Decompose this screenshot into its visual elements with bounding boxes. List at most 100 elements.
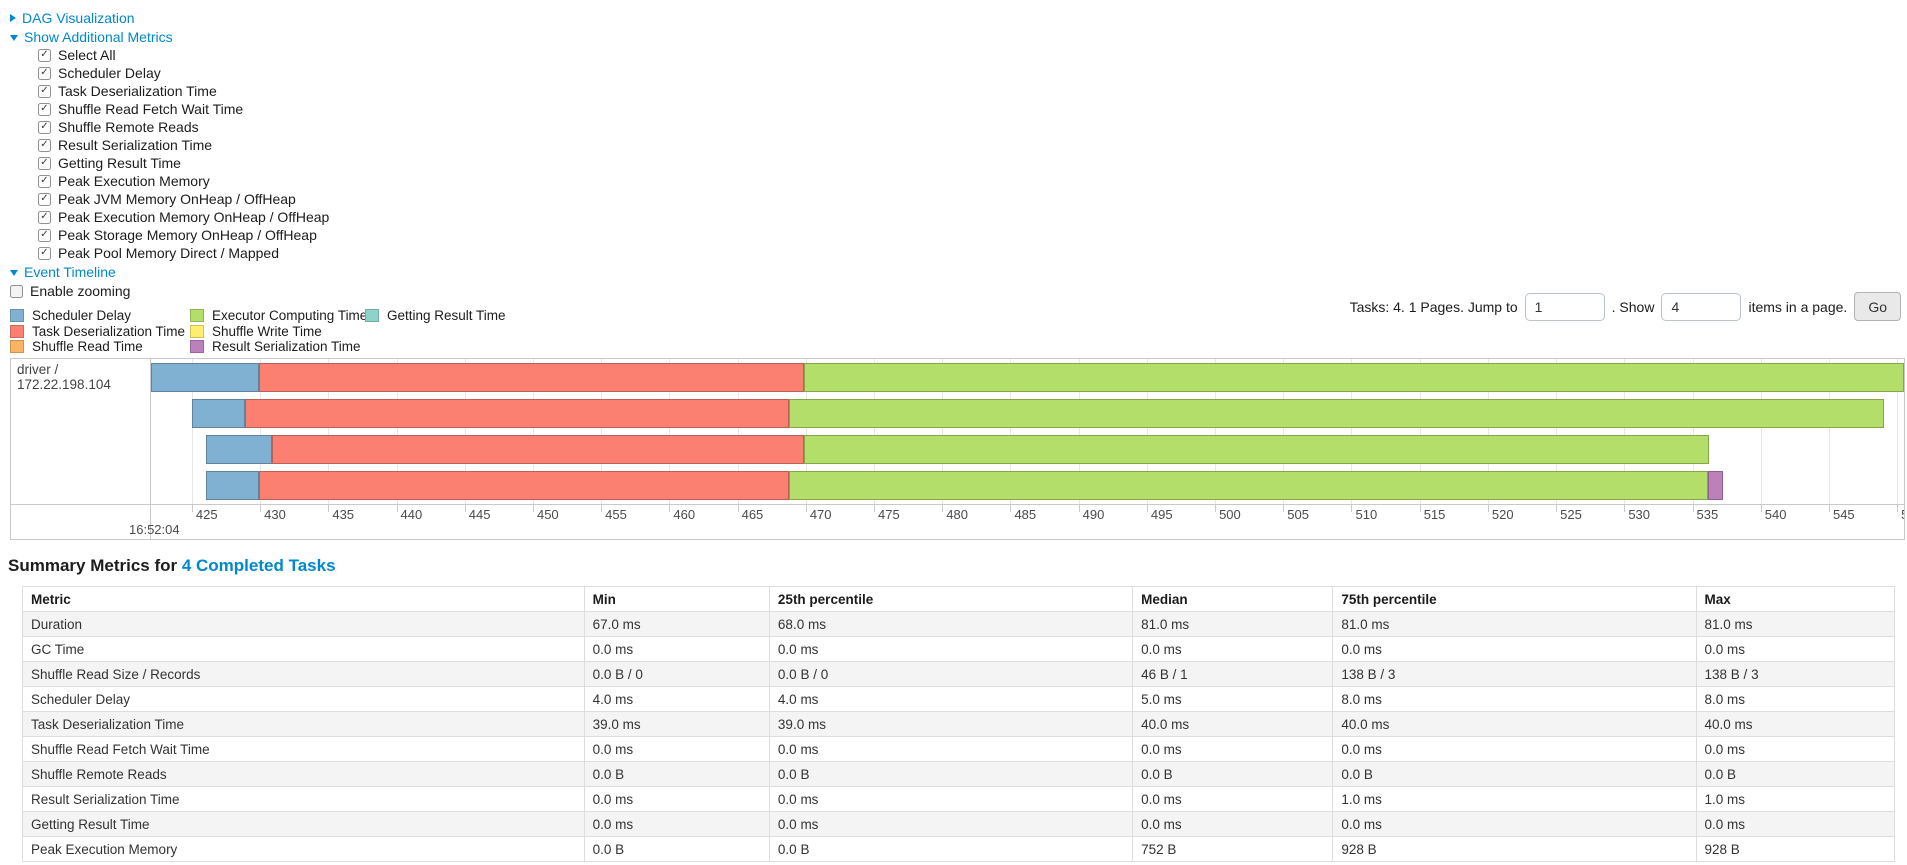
table-cell: 81.0 ms xyxy=(1132,611,1334,637)
table-cell: 0.0 ms xyxy=(1695,811,1896,837)
table-cell: Task Deserialization Time xyxy=(22,711,585,737)
metric-option-0[interactable]: ✓ Select All xyxy=(38,46,1897,64)
pagination-show-text: . Show xyxy=(1611,298,1655,315)
table-cell: Shuffle Read Size / Records xyxy=(22,661,585,687)
axis-tick-mark xyxy=(1419,505,1421,512)
axis-tick-label: 455 xyxy=(605,507,627,522)
table-cell: 40.0 ms xyxy=(1695,711,1896,737)
metric-checkbox[interactable]: ✓ xyxy=(38,192,51,206)
axis-tick-mark xyxy=(191,505,193,512)
axis-tick-label: 505 xyxy=(1287,507,1309,522)
metric-checkbox[interactable]: ✓ xyxy=(38,210,51,224)
show-additional-metrics-toggle[interactable]: Show Additional Metrics xyxy=(10,27,1897,46)
axis-tick-label: 480 xyxy=(946,507,968,522)
legend-label: Executor Computing Time xyxy=(212,308,368,324)
table-header-cell: Max xyxy=(1695,586,1896,612)
table-cell: 0.0 ms xyxy=(768,736,1134,762)
metric-option-5[interactable]: ✓ Result Serialization Time xyxy=(38,136,1897,154)
event-timeline-toggle[interactable]: Event Timeline xyxy=(10,262,1897,281)
dag-visualization-toggle[interactable]: DAG Visualization xyxy=(10,8,1897,27)
metric-option-7[interactable]: ✓ Peak Execution Memory xyxy=(38,172,1897,190)
legend-column: Executor Computing Time Shuffle Write Tim… xyxy=(190,308,367,355)
gridline xyxy=(260,359,262,504)
pagination-suffix-text: items in a page. xyxy=(1748,298,1848,315)
bar-segment-computing[interactable] xyxy=(789,471,1708,500)
legend-item-scheduler_delay: Scheduler Delay xyxy=(10,308,185,324)
table-cell: 0.0 ms xyxy=(768,786,1134,812)
gridline xyxy=(1828,359,1830,504)
metric-checkbox[interactable]: ✓ xyxy=(38,156,51,170)
metric-option-2[interactable]: ✓ Task Deserialization Time xyxy=(38,82,1897,100)
metric-checkbox[interactable]: ✓ xyxy=(38,138,51,152)
axis-tick-mark xyxy=(601,505,603,512)
bar-segment-scheduler_delay[interactable] xyxy=(151,363,259,392)
gridline xyxy=(1283,359,1285,504)
metric-checkbox[interactable]: ✓ xyxy=(38,228,51,242)
table-row: Result Serialization Time 0.0 ms 0.0 ms 0.0… xyxy=(22,786,1896,812)
bar-segment-scheduler_delay[interactable] xyxy=(205,435,273,464)
table-cell: 0.0 ms xyxy=(1695,736,1896,762)
axis-tick-label: 465 xyxy=(741,507,764,522)
axis-tick-mark xyxy=(396,505,398,512)
table-cell: 0.0 B xyxy=(1695,761,1896,787)
table-cell: 0.0 B / 0 xyxy=(768,661,1134,687)
metric-option-9[interactable]: ✓ Peak Execution Memory OnHeap / OffHeap xyxy=(38,208,1897,226)
gridline xyxy=(1078,359,1080,504)
items-per-page-input[interactable] xyxy=(1661,292,1742,321)
metric-option-10[interactable]: ✓ Peak Storage Memory OnHeap / OffHeap xyxy=(38,226,1897,244)
show-additional-metrics-label[interactable]: Show Additional Metrics xyxy=(24,28,173,45)
completed-tasks-link[interactable]: 4 Completed Tasks xyxy=(181,556,336,575)
table-cell: 0.0 ms xyxy=(1132,736,1334,762)
pagination-summary-text: Tasks: 4. 1 Pages. Jump to xyxy=(1349,298,1518,315)
table-cell: 1.0 ms xyxy=(1695,786,1896,812)
table-cell: 0.0 ms xyxy=(583,786,770,812)
bar-segment-computing[interactable] xyxy=(804,363,1904,392)
metric-option-6[interactable]: ✓ Getting Result Time xyxy=(38,154,1897,172)
axis-tick-mark xyxy=(1078,505,1080,512)
bar-segment-deserialization[interactable] xyxy=(272,435,805,464)
timeline-axis: 425 430 435 440 445 450 455 460 465 470 475 480 485 4… xyxy=(129,505,1904,539)
metric-option-1[interactable]: ✓ Scheduler Delay xyxy=(38,64,1897,82)
metric-checkbox[interactable]: ✓ xyxy=(38,174,51,188)
metric-checkbox[interactable]: ✓ xyxy=(38,102,51,116)
bar-segment-deserialization[interactable] xyxy=(258,471,790,500)
legend-item-shuffle_read: Shuffle Read Time xyxy=(10,339,185,355)
bar-segment-computing[interactable] xyxy=(789,399,1884,428)
metric-option-4[interactable]: ✓ Shuffle Remote Reads xyxy=(38,118,1897,136)
dag-visualization-label[interactable]: DAG Visualization xyxy=(22,9,135,26)
axis-tick-mark xyxy=(942,505,944,512)
metric-checkbox[interactable]: ✓ xyxy=(38,84,51,98)
metric-checkbox[interactable]: ✓ xyxy=(38,246,51,260)
metric-option-label: Peak Execution Memory xyxy=(58,173,210,189)
jump-to-page-input[interactable] xyxy=(1524,292,1605,321)
bar-segment-deserialization[interactable] xyxy=(245,399,790,428)
metric-checkbox[interactable]: ✓ xyxy=(38,48,51,62)
axis-tick-label: 495 xyxy=(1150,507,1173,522)
bar-segment-scheduler_delay[interactable] xyxy=(205,471,259,500)
table-cell: 5.0 ms xyxy=(1132,686,1334,712)
bar-segment-serialization[interactable] xyxy=(1707,471,1723,500)
axis-tick-label: 490 xyxy=(1082,507,1105,522)
enable-zooming-checkbox[interactable] xyxy=(10,284,23,298)
task-bar-3 xyxy=(151,471,1904,500)
axis-tick-mark xyxy=(874,505,876,512)
gridline xyxy=(1351,359,1353,504)
bar-segment-deserialization[interactable] xyxy=(258,363,805,392)
gridline xyxy=(874,359,876,504)
metric-option-11[interactable]: ✓ Peak Pool Memory Direct / Mapped xyxy=(38,244,1897,262)
axis-tick-label: 525 xyxy=(1560,507,1582,522)
event-timeline-label[interactable]: Event Timeline xyxy=(24,263,116,280)
go-button[interactable]: Go xyxy=(1854,292,1901,321)
table-cell: 0.0 ms xyxy=(583,811,770,837)
table-cell: 39.0 ms xyxy=(583,711,770,737)
metric-checkbox[interactable]: ✓ xyxy=(38,66,51,80)
bar-segment-computing[interactable] xyxy=(804,435,1709,464)
axis-tick-mark xyxy=(328,505,330,512)
metric-option-3[interactable]: ✓ Shuffle Read Fetch Wait Time xyxy=(38,100,1897,118)
axis-tick-mark xyxy=(805,505,807,512)
bar-segment-scheduler_delay[interactable] xyxy=(191,399,246,428)
enable-zooming-option[interactable]: Enable zooming xyxy=(10,282,1897,300)
metric-option-8[interactable]: ✓ Peak JVM Memory OnHeap / OffHeap xyxy=(38,190,1897,208)
axis-tick-mark xyxy=(1556,505,1558,512)
metric-checkbox[interactable]: ✓ xyxy=(38,120,51,134)
